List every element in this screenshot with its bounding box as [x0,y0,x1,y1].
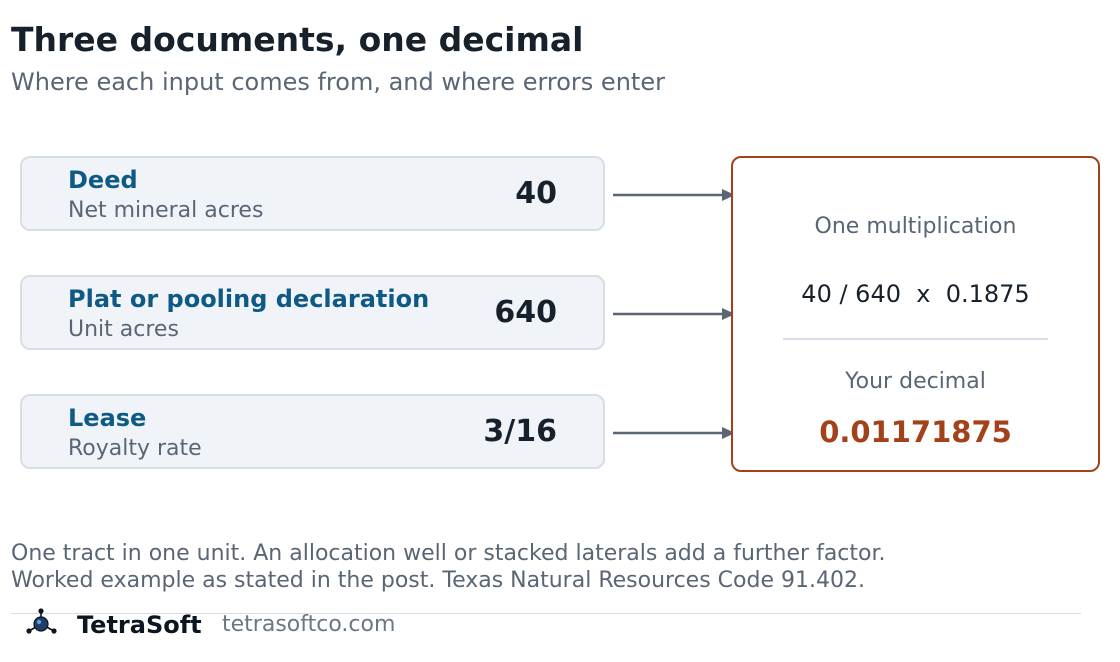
footnote-source: Worked example as stated in the post. Te… [11,568,865,593]
page-title: Three documents, one decimal [11,20,584,59]
input-value: 3/16 [483,414,557,449]
brand-url[interactable]: tetrasoftco.com [222,612,396,637]
arrowhead-icon [722,308,735,320]
input-name: Deed [68,166,138,194]
input-box-lease: Lease Royalty rate 3/16 [20,394,605,469]
input-name: Lease [68,404,147,432]
tetrasoft-logo-icon [26,608,57,634]
input-value: 640 [494,295,557,330]
footer-divider [11,613,1081,614]
input-description: Net mineral acres [68,198,264,223]
input-box-deed: Deed Net mineral acres 40 [20,156,605,231]
input-name: Plat or pooling declaration [68,285,430,313]
input-description: Royalty rate [68,436,202,461]
input-value: 40 [515,176,557,211]
arrowhead-icon [722,427,735,439]
decimal-value: 0.01171875 [819,415,1012,449]
result-formula: 40 / 640 x 0.1875 [801,280,1030,308]
footnote-scope: One tract in one unit. An allocation wel… [11,541,886,566]
input-box-plat: Plat or pooling declaration Unit acres 6… [20,275,605,350]
page-subtitle: Where each input comes from, and where e… [11,68,665,96]
result-heading: One multiplication [814,214,1017,239]
brand-name: TetraSoft [77,611,202,639]
result-divider [783,338,1048,340]
result-box: One multiplication 40 / 640 x 0.1875 You… [731,156,1100,472]
arrowhead-icon [722,189,735,201]
decimal-label: Your decimal [845,369,986,394]
input-description: Unit acres [68,317,179,342]
